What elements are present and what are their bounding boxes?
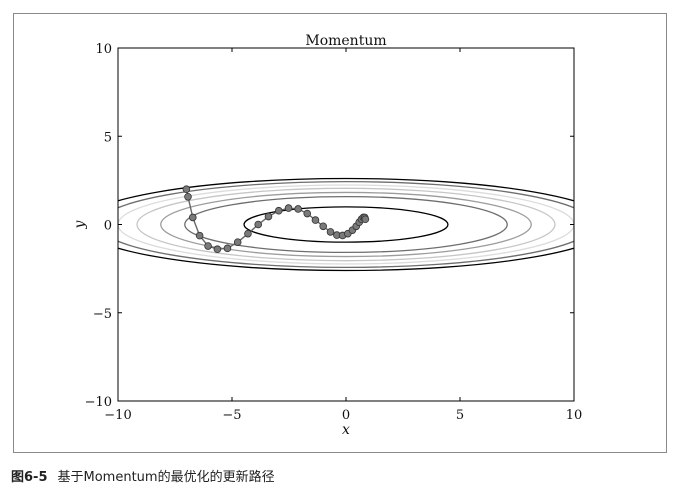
path-point-4 xyxy=(204,242,212,250)
contour-line-0 xyxy=(243,206,449,243)
contour-line-5 xyxy=(118,180,574,269)
contour-lines xyxy=(118,177,574,272)
figure-frame xyxy=(13,13,667,453)
chart-title: Momentum xyxy=(305,33,386,49)
y-tick-label: 0 xyxy=(104,219,112,234)
path-point-7 xyxy=(233,238,242,246)
path-point-17 xyxy=(326,228,335,236)
x-tick-label: 10 xyxy=(566,408,583,423)
contour-line-1 xyxy=(184,195,508,254)
path-point-0 xyxy=(182,185,191,194)
x-axis-label: x xyxy=(342,422,350,438)
y-tick-label: 5 xyxy=(104,130,112,145)
x-tick-label: 0 xyxy=(342,408,350,423)
figure-number: 图6-5 xyxy=(11,470,48,485)
contour-line-2 xyxy=(160,191,532,258)
path-point-6 xyxy=(223,244,232,253)
y-tick-label: −10 xyxy=(85,395,112,410)
path-point-14 xyxy=(303,209,312,218)
x-tick-label: 5 xyxy=(456,408,464,423)
path-point-2 xyxy=(188,213,197,222)
path-point-10 xyxy=(264,212,273,221)
path-point-11 xyxy=(274,206,283,215)
contour-line-4 xyxy=(118,184,574,265)
y-tick-label: −5 xyxy=(93,307,112,322)
path-point-5 xyxy=(213,245,222,254)
path-point-16 xyxy=(319,222,328,231)
path-point-27 xyxy=(361,215,370,224)
y-tick-label: 10 xyxy=(95,42,112,57)
x-tick-label: −10 xyxy=(104,408,131,423)
y-axis-label: y xyxy=(72,219,88,229)
contour-line-3 xyxy=(136,187,556,262)
path-point-15 xyxy=(311,216,320,224)
path-point-3 xyxy=(195,231,204,240)
x-tick-label: −5 xyxy=(222,408,241,423)
path-point-1 xyxy=(184,192,192,201)
figure-caption: 图6-5 基于Momentum的最优化的更新路径 xyxy=(11,466,275,485)
path-point-9 xyxy=(254,220,263,229)
path-point-12 xyxy=(284,204,293,212)
axis-ticks xyxy=(117,47,575,402)
path-point-13 xyxy=(294,205,302,213)
optimization-path xyxy=(182,185,370,254)
contour-line-6 xyxy=(118,177,574,272)
caption-text: 基于Momentum的最优化的更新路径 xyxy=(57,470,275,485)
path-point-8 xyxy=(244,229,252,238)
axis-tick-labels: −10 −5 0 5 10 −10 −5 0 5 10 xyxy=(85,42,583,423)
plot-area-frame xyxy=(117,47,575,402)
momentum-chart: Momentum −10 −5 0 5 10 −10 −5 0 5 10 x y xyxy=(72,33,583,438)
